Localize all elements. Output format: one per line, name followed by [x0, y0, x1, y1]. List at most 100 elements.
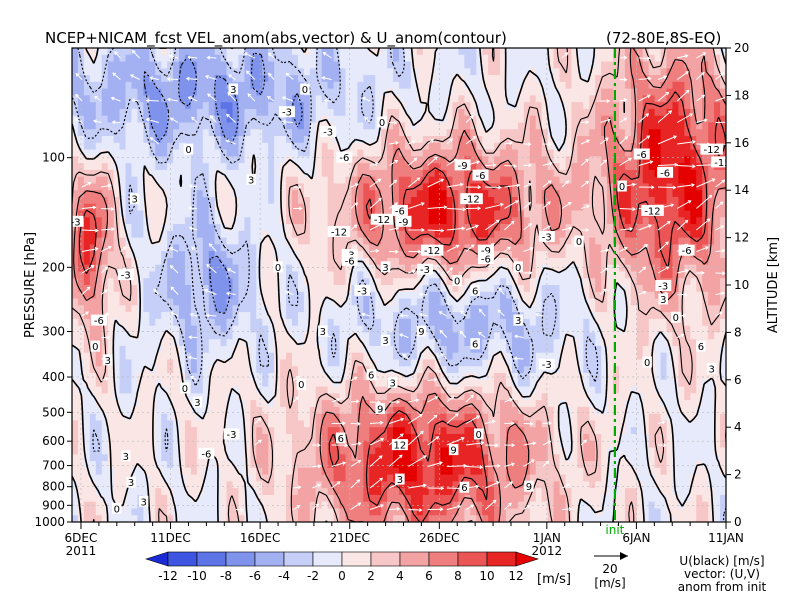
heat-cell — [428, 474, 436, 482]
heat-cell — [321, 183, 329, 191]
heat-cell — [238, 149, 246, 157]
heat-cell — [101, 237, 109, 245]
heat-cell — [470, 352, 477, 361]
heat-cell — [131, 75, 138, 83]
heat-cell — [387, 427, 394, 435]
heat-cell — [369, 420, 376, 428]
heat-cell — [297, 264, 305, 273]
heat-cell — [303, 406, 311, 415]
heat-cell — [291, 169, 299, 178]
heat-cell — [315, 88, 323, 96]
heat-cell — [375, 345, 382, 354]
heat-cell — [393, 285, 400, 293]
heat-cell — [351, 142, 358, 151]
heat-cell — [196, 196, 204, 205]
heat-cell — [303, 54, 311, 63]
heat-cell — [83, 494, 91, 503]
heat-cell — [274, 427, 281, 435]
heat-cell — [452, 183, 460, 191]
heat-cell — [357, 142, 364, 151]
heat-cell — [315, 142, 323, 151]
heat-cell — [309, 81, 317, 90]
heat-cell — [458, 291, 465, 300]
heat-cell — [297, 54, 305, 63]
heat-cell — [262, 224, 269, 232]
heat-cell — [226, 474, 234, 482]
heat-cell — [410, 454, 418, 462]
heat-cell — [464, 129, 471, 137]
heat-cell — [131, 291, 138, 300]
heat-cell — [244, 359, 251, 367]
heat-cell — [393, 386, 400, 394]
heat-cell — [250, 257, 257, 266]
heat-cell — [256, 488, 263, 496]
heat-cell — [238, 156, 246, 164]
heat-cell — [167, 467, 174, 476]
heat-cell — [446, 217, 454, 225]
heat-cell — [107, 515, 115, 522]
heat-cell — [357, 393, 364, 401]
heat-cell — [89, 515, 97, 522]
heat-cell — [208, 420, 216, 428]
heat-cell — [482, 88, 489, 96]
heat-cell — [321, 298, 329, 306]
heat-cell — [297, 393, 305, 401]
heat-cell — [434, 61, 442, 69]
heat-cell — [190, 210, 198, 218]
heat-cell — [434, 420, 442, 428]
heat-cell — [250, 474, 257, 482]
heat-cell — [184, 108, 192, 117]
heat-cell — [173, 305, 180, 313]
heat-cell — [161, 129, 168, 137]
heat-cell — [220, 203, 228, 212]
heat-cell — [113, 386, 121, 394]
heat-cell — [119, 54, 127, 63]
heat-cell — [196, 257, 204, 266]
heat-cell — [410, 142, 418, 151]
heat-cell — [83, 217, 91, 225]
heat-cell — [470, 115, 477, 124]
heat-cell — [309, 196, 317, 205]
heat-cell — [119, 305, 127, 313]
heat-cell — [321, 230, 329, 239]
heat-cell — [470, 156, 477, 164]
heat-cell — [202, 136, 210, 144]
heat-cell — [214, 196, 222, 205]
heat-cell — [167, 81, 174, 90]
heat-cell — [250, 278, 257, 286]
heat-cell — [89, 75, 97, 83]
heat-cell — [482, 352, 489, 361]
heat-cell — [440, 244, 448, 252]
heat-cell — [416, 488, 424, 496]
heat-cell — [137, 176, 144, 185]
heat-cell — [77, 129, 85, 137]
heat-cell — [440, 420, 448, 428]
heat-cell — [351, 461, 358, 469]
heat-cell — [363, 196, 370, 205]
heat-cell — [399, 494, 406, 503]
heat-cell — [232, 440, 240, 449]
heat-cell — [286, 318, 293, 327]
heat-cell — [351, 68, 358, 76]
heat-cell — [416, 251, 424, 259]
heat-cell — [291, 393, 299, 401]
heat-cell — [286, 345, 293, 354]
heat-cell — [83, 352, 91, 361]
heat-cell — [440, 156, 448, 164]
heat-cell — [422, 183, 430, 191]
heat-cell — [143, 203, 150, 212]
heat-cell — [309, 257, 317, 266]
heat-cell — [72, 494, 79, 503]
heat-cell — [107, 298, 115, 306]
heat-cell — [452, 244, 460, 252]
heat-cell — [428, 108, 436, 117]
heat-cell — [131, 217, 138, 225]
heat-cell — [327, 474, 335, 482]
heat-cell — [167, 156, 174, 164]
heat-cell — [327, 244, 335, 252]
heat-cell — [101, 210, 109, 218]
heat-cell — [179, 467, 186, 476]
heat-cell — [393, 454, 400, 462]
heat-cell — [446, 203, 454, 212]
heat-cell — [125, 393, 133, 401]
